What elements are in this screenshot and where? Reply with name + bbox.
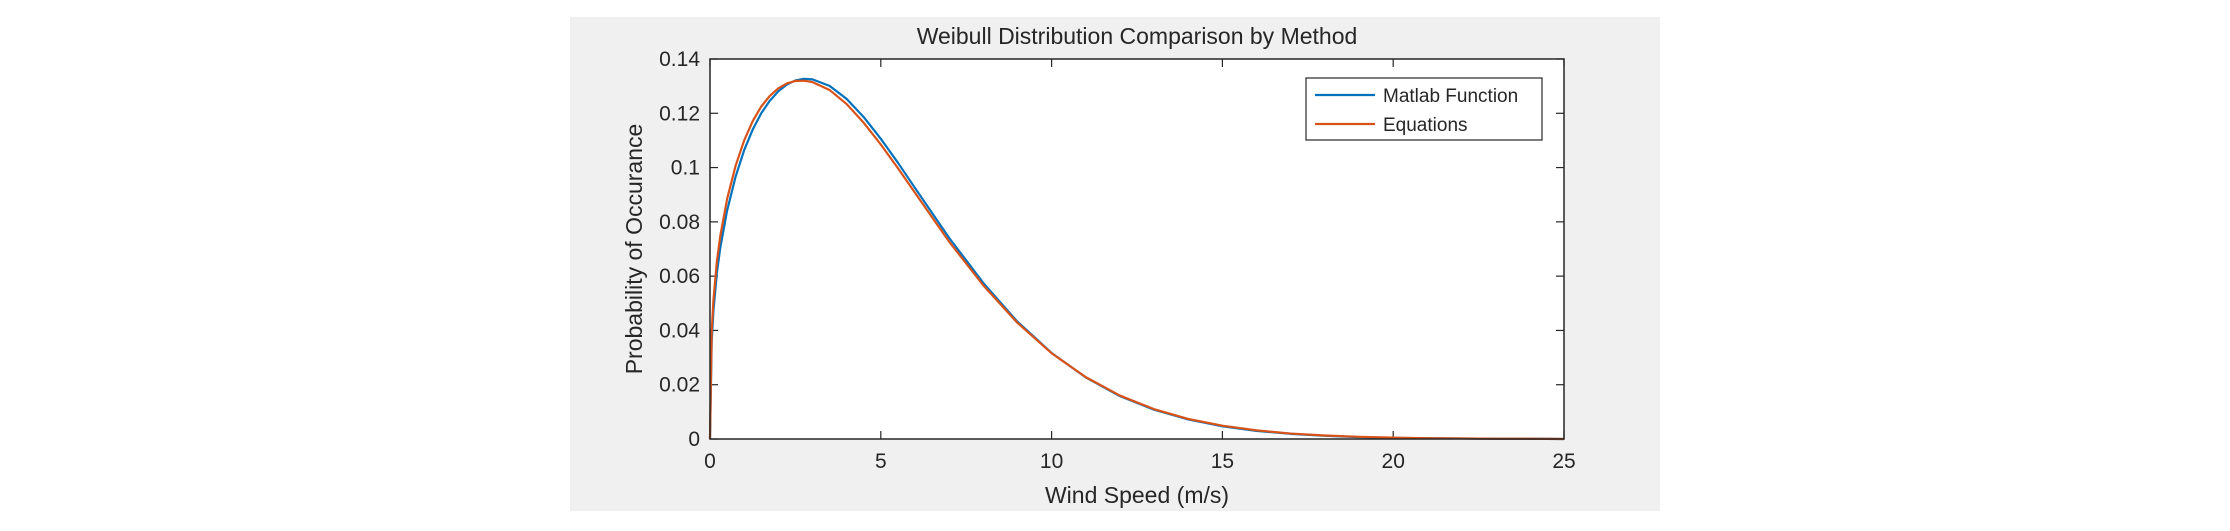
y-tick-label: 0.14 — [659, 48, 700, 71]
x-tick-label: 10 — [1040, 450, 1063, 473]
y-tick-label: 0.08 — [659, 211, 700, 234]
y-tick-label: 0.12 — [659, 102, 700, 125]
chart-title: Weibull Distribution Comparison by Metho… — [917, 23, 1358, 49]
series-line — [708, 79, 1565, 441]
y-tick-label: 0.1 — [671, 157, 700, 180]
y-tick-label: 0.02 — [659, 374, 700, 397]
x-tick-label: 5 — [875, 450, 887, 473]
axes-box — [709, 58, 1565, 440]
legend-label: Equations — [1383, 115, 1468, 136]
y-tick-label: 0.06 — [659, 265, 700, 288]
legend-box — [1305, 77, 1543, 141]
x-axis-label: Wind Speed (m/s) — [1045, 482, 1229, 508]
y-axis-label: Probability of Occurance — [621, 124, 647, 375]
x-tick-label: 15 — [1211, 450, 1234, 473]
axes-ticks: 0 5 10 15 20 25 0 0.02 0.04 0.06 0.08 0.1 0.12 0.14 — [659, 48, 1576, 473]
legend-label: Matlab Function — [1383, 86, 1518, 107]
series-lines — [708, 77, 1565, 441]
x-tick-label: 20 — [1382, 450, 1405, 473]
x-tick-label: 0 — [704, 450, 716, 473]
y-tick-label: 0.04 — [659, 319, 700, 342]
x-tick-label: 25 — [1552, 450, 1575, 473]
legend: Matlab Function Equations — [1305, 77, 1543, 141]
y-tick-label: 0 — [688, 428, 700, 451]
